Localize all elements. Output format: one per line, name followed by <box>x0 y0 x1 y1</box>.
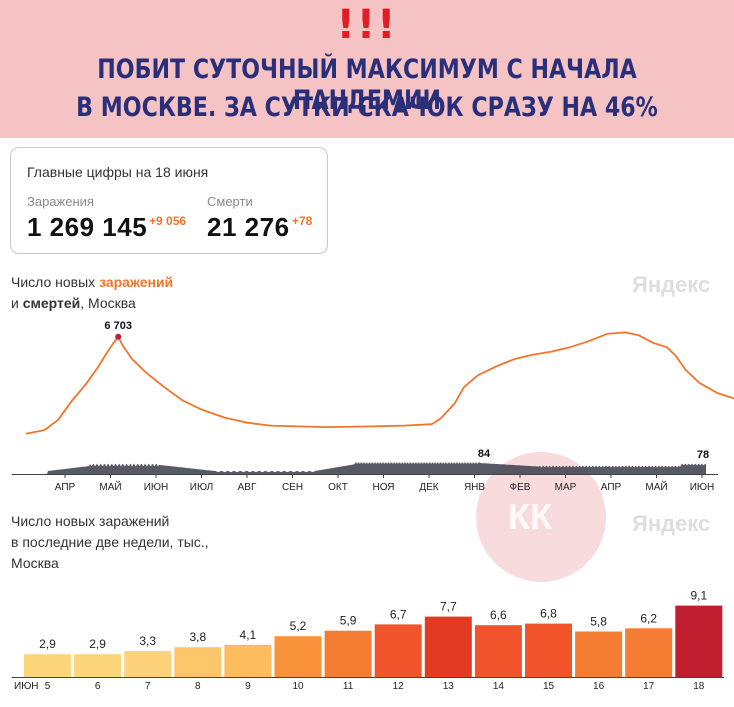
bar-category-label: 5 <box>45 681 51 692</box>
bar-category-label: 11 <box>343 681 354 692</box>
bar-value-label: 6,2 <box>640 611 657 625</box>
bar-category-label: 15 <box>543 681 555 692</box>
chart1-title-part3: и <box>11 295 23 311</box>
bar-value-label: 5,2 <box>290 619 307 633</box>
bar-11 <box>324 630 372 677</box>
bar-category-label: 9 <box>245 681 251 692</box>
bar-value-label: 6,8 <box>540 607 557 621</box>
headline-line-1: ПОБИТ СУТОЧНЫЙ МАКСИМУМ С НАЧАЛА ПАНДЕМИ… <box>97 54 637 116</box>
summary-title: Главные цифры на 18 июня <box>27 164 209 180</box>
bar-8 <box>174 647 222 677</box>
summary-card: Главные цифры на 18 июня Заражения 1 269… <box>10 147 328 254</box>
chart1-tick-label: МАЙ <box>99 480 121 493</box>
yandex-logo-1: Яндекс <box>632 272 711 297</box>
bar-9 <box>224 644 272 677</box>
chart1-tick-label: ОКТ <box>328 482 348 493</box>
chart1-tick-label: ИЮН <box>144 482 169 493</box>
chart1-title-deaths: смертей <box>22 295 81 311</box>
bar-category-label: 16 <box>593 681 605 692</box>
bar-17 <box>625 628 673 677</box>
chart1-tick-label: МАЙ <box>645 480 667 493</box>
bar-18 <box>675 605 723 677</box>
yandex-logo-2: Яндекс <box>632 511 711 536</box>
bar-category-label: 12 <box>393 681 405 692</box>
bar-category-label: 6 <box>95 681 101 692</box>
deaths-peak-label: 84 <box>478 448 491 460</box>
bar-5 <box>24 654 71 677</box>
chart2-title-line1: Число новых заражений <box>11 513 170 529</box>
bar-10 <box>274 636 322 677</box>
bar-value-label: 2,9 <box>89 637 106 651</box>
watermark-logo: КК <box>508 496 552 537</box>
bar-6 <box>74 654 122 677</box>
bar-14 <box>474 625 522 677</box>
bar-value-label: 4,1 <box>240 628 257 642</box>
bar-category-label: 18 <box>693 681 705 692</box>
bar-category-label: 14 <box>493 681 505 692</box>
bar-15 <box>525 623 572 677</box>
bar-category-label: 7 <box>145 681 151 692</box>
bar-value-label: 5,8 <box>590 615 607 629</box>
chart2-title-line2: в последние две недели, тыс., <box>11 534 209 550</box>
chart1-title: Число новых заражений и смертей, Москва <box>11 272 173 314</box>
bar-16 <box>575 631 623 677</box>
chart1-title-part5: , Москва <box>80 295 136 311</box>
bar-value-label: 9,1 <box>690 589 707 603</box>
bar-13 <box>424 616 472 677</box>
bar-category-label: 8 <box>195 681 201 692</box>
headline-line-2: В МОСКВЕ. ЗА СУТКИ СКАЧОК СРАЗУ НА 46% <box>76 92 658 123</box>
cases-peak-marker-1 <box>115 333 122 340</box>
chart1-title-part1: Число новых <box>11 274 100 290</box>
chart1-title-cases: заражений <box>99 274 174 290</box>
cases-peak-label-1: 6 703 <box>104 320 132 332</box>
chart1-tick-label: НОЯ <box>372 482 394 493</box>
bar-value-label: 3,3 <box>139 634 156 648</box>
exclamation-marks: !!! <box>336 2 398 48</box>
deaths-label: Смерти <box>207 194 253 209</box>
bar-value-label: 3,8 <box>189 630 206 644</box>
chart1-tick-label: СЕН <box>282 482 303 493</box>
chart1-tick-label: ИЮН <box>690 482 715 493</box>
headline-banner: !!! ПОБИТ СУТОЧНЫЙ МАКСИМУМ С НАЧАЛА ПАН… <box>0 0 734 138</box>
bar-value-label: 5,9 <box>340 614 357 628</box>
chart1-tick-label: АВГ <box>238 482 257 493</box>
chart1-tick-label: ФЕВ <box>510 482 531 493</box>
chart1-tick-label: ИЮЛ <box>190 482 213 493</box>
bar-value-label: 2,9 <box>39 637 56 651</box>
bar-value-label: 6,6 <box>490 608 507 622</box>
bar-7 <box>124 651 172 677</box>
bar-category-label: 17 <box>643 681 655 692</box>
cases-line <box>25 331 734 435</box>
chart1-tick-label: МАР <box>555 482 577 493</box>
chart1-tick-label: ЯНВ <box>464 482 485 493</box>
bar-category-label: 13 <box>443 681 455 692</box>
cases-total: 1 269 145 <box>27 212 148 242</box>
cases-delta: +9 056 <box>149 214 187 228</box>
bar-value-label: 7,7 <box>440 600 457 614</box>
bar-value-label: 6,7 <box>390 607 407 621</box>
chart2-month-prefix: ИЮН <box>14 681 39 692</box>
chart2-title-line3: Москва <box>11 555 59 571</box>
chart1-tick-label: АПР <box>601 482 622 493</box>
deaths-delta: +78 <box>292 214 313 228</box>
deaths-total: 21 276 <box>207 212 290 242</box>
chart2-title: Число новых заражений в последние две не… <box>11 511 209 574</box>
bar-12 <box>374 624 422 677</box>
chart1-tick-label: ДЕК <box>419 482 438 493</box>
deaths-last-label: 78 <box>697 449 709 461</box>
cases-label: Заражения <box>27 194 94 209</box>
bar-category-label: 10 <box>292 681 304 692</box>
chart1-tick-label: АПР <box>55 482 76 493</box>
deaths-area <box>26 461 706 474</box>
